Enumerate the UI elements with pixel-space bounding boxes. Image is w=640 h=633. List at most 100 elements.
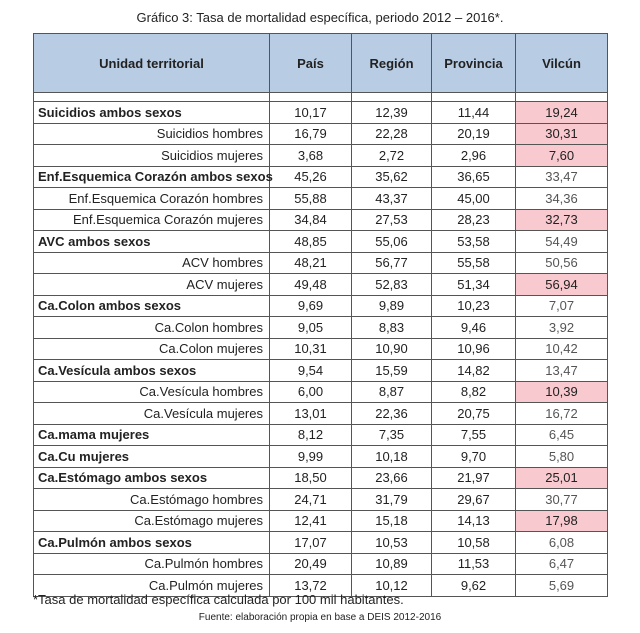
cell-provincia: 9,70 <box>431 445 516 468</box>
cell-vilcun: 5,80 <box>515 445 608 468</box>
row-label: Suicidios ambos sexos <box>33 101 270 124</box>
cell-pais: 24,71 <box>269 488 352 511</box>
cell-region: 43,37 <box>351 187 432 210</box>
cell-vilcun: 25,01 <box>515 466 608 489</box>
cell-provincia: 9,62 <box>431 574 516 597</box>
table-row: Suicidios ambos sexos 10,17 12,39 11,44 19,2… <box>33 101 608 124</box>
row-label: Ca.Vesícula mujeres <box>33 402 270 425</box>
table-title: Gráfico 3: Tasa de mortalidad específica… <box>136 10 504 25</box>
row-label: Ca.Cu mujeres <box>33 445 270 468</box>
cell-provincia: 20,75 <box>431 402 516 425</box>
row-label: ACV hombres <box>33 251 270 274</box>
cell-vilcun: 13,47 <box>515 359 608 382</box>
cell-pais: 49,48 <box>269 273 352 296</box>
row-label: Ca.Vesícula hombres <box>33 380 270 403</box>
row-label: ACV mujeres <box>33 273 270 296</box>
cell-pais: 10,17 <box>269 101 352 124</box>
cell-provincia: 45,00 <box>431 187 516 210</box>
table-row: Ca.mama mujeres 8,12 7,35 7,55 6,45 <box>33 423 608 446</box>
footnote: *Tasa de mortalidad específica calculada… <box>33 592 404 607</box>
table-row: Ca.Colon ambos sexos 9,69 9,89 10,23 7,07 <box>33 294 608 317</box>
header-row: Unidad territorial País Región Provincia… <box>33 33 608 93</box>
cell-vilcun: 30,31 <box>515 122 608 145</box>
cell-pais: 3,68 <box>269 144 352 167</box>
cell-provincia: 51,34 <box>431 273 516 296</box>
row-label: Ca.Colon mujeres <box>33 337 270 360</box>
cell-pais: 55,88 <box>269 187 352 210</box>
cell-provincia: 14,13 <box>431 509 516 532</box>
cell-vilcun: 5,69 <box>515 574 608 597</box>
cell-provincia: 10,23 <box>431 294 516 317</box>
cell-region: 55,06 <box>351 230 432 253</box>
cell-pais: 48,21 <box>269 251 352 274</box>
table-row: Suicidios mujeres 3,68 2,72 2,96 7,60 <box>33 144 608 167</box>
cell-vilcun: 16,72 <box>515 402 608 425</box>
cell-vilcun: 56,94 <box>515 273 608 296</box>
cell-provincia: 9,46 <box>431 316 516 339</box>
table-body: Suicidios ambos sexos 10,17 12,39 11,44 19,2… <box>33 92 608 597</box>
row-label: Enf.Esquemica Corazón hombres <box>33 187 270 210</box>
cell-provincia: 36,65 <box>431 165 516 188</box>
cell-pais: 16,79 <box>269 122 352 145</box>
cell-provincia: 7,55 <box>431 423 516 446</box>
cell-provincia: 14,82 <box>431 359 516 382</box>
cell-vilcun: 19,24 <box>515 101 608 124</box>
table-row: Ca.Estómago ambos sexos 18,50 23,66 21,97 25… <box>33 466 608 489</box>
cell-vilcun: 30,77 <box>515 488 608 511</box>
table-row: ACV hombres 48,21 56,77 55,58 50,56 <box>33 251 608 274</box>
table-row: Ca.Cu mujeres 9,99 10,18 9,70 5,80 <box>33 445 608 468</box>
cell-pais: 34,84 <box>269 208 352 231</box>
cell-region: 10,89 <box>351 552 432 575</box>
cell-region: 15,59 <box>351 359 432 382</box>
table-row: Ca.Estómago hombres 24,71 31,79 29,67 30,77 <box>33 488 608 511</box>
table-row: Ca.Vesícula ambos sexos 9,54 15,59 14,82 13,… <box>33 359 608 382</box>
row-label: Ca.Pulmón mujeres <box>33 574 270 597</box>
cell-pais: 9,69 <box>269 294 352 317</box>
cell-region: 15,18 <box>351 509 432 532</box>
row-label: Ca.Estómago ambos sexos <box>33 466 270 489</box>
table-row: Ca.Estómago mujeres 12,41 15,18 14,13 17,98 <box>33 509 608 532</box>
mortality-table: Unidad territorial País Región Provincia… <box>33 33 608 597</box>
row-label: Ca.Estómago hombres <box>33 488 270 511</box>
table-row: Suicidios hombres 16,79 22,28 20,19 30,31 <box>33 122 608 145</box>
cell-vilcun: 34,36 <box>515 187 608 210</box>
cell-provincia: 53,58 <box>431 230 516 253</box>
cell-pais: 6,00 <box>269 380 352 403</box>
cell-pais: 18,50 <box>269 466 352 489</box>
cell-pais: 9,54 <box>269 359 352 382</box>
cell-region: 23,66 <box>351 466 432 489</box>
cell-provincia: 20,19 <box>431 122 516 145</box>
cell-region: 7,35 <box>351 423 432 446</box>
cell-vilcun: 7,60 <box>515 144 608 167</box>
table-row: Ca.Colon mujeres 10,31 10,90 10,96 10,42 <box>33 337 608 360</box>
cell-region: 10,90 <box>351 337 432 360</box>
header-provincia: Provincia <box>431 33 516 93</box>
cell-provincia: 8,82 <box>431 380 516 403</box>
row-label: Ca.mama mujeres <box>33 423 270 446</box>
cell-pais: 10,31 <box>269 337 352 360</box>
header-pais: País <box>269 33 352 93</box>
cell-provincia: 10,58 <box>431 531 516 554</box>
header-unidad-territorial: Unidad territorial <box>33 33 270 93</box>
cell-pais: 8,12 <box>269 423 352 446</box>
cell-vilcun: 32,73 <box>515 208 608 231</box>
cell-provincia: 28,23 <box>431 208 516 231</box>
row-label: Enf.Esquemica Corazón ambos sexos <box>33 165 273 188</box>
cell-region: 35,62 <box>351 165 432 188</box>
row-label: Ca.Pulmón ambos sexos <box>33 531 270 554</box>
table-row: Enf.Esquemica Corazón ambos sexos 45,26 35… <box>33 165 608 188</box>
cell-vilcun: 50,56 <box>515 251 608 274</box>
cell-vilcun: 6,47 <box>515 552 608 575</box>
row-label: Ca.Estómago mujeres <box>33 509 270 532</box>
cell-region: 22,36 <box>351 402 432 425</box>
table-row: ACV mujeres 49,48 52,83 51,34 56,94 <box>33 273 608 296</box>
cell-region: 22,28 <box>351 122 432 145</box>
table-row: Enf.Esquemica Corazón hombres 55,88 43,37 4… <box>33 187 608 210</box>
cell-vilcun: 6,45 <box>515 423 608 446</box>
row-label: Suicidios mujeres <box>33 144 270 167</box>
cell-region: 9,89 <box>351 294 432 317</box>
cell-vilcun: 3,92 <box>515 316 608 339</box>
table-row: Ca.Pulmón mujeres 13,72 10,12 9,62 5,69 <box>33 574 608 597</box>
cell-region: 8,87 <box>351 380 432 403</box>
header-region: Región <box>351 33 432 93</box>
